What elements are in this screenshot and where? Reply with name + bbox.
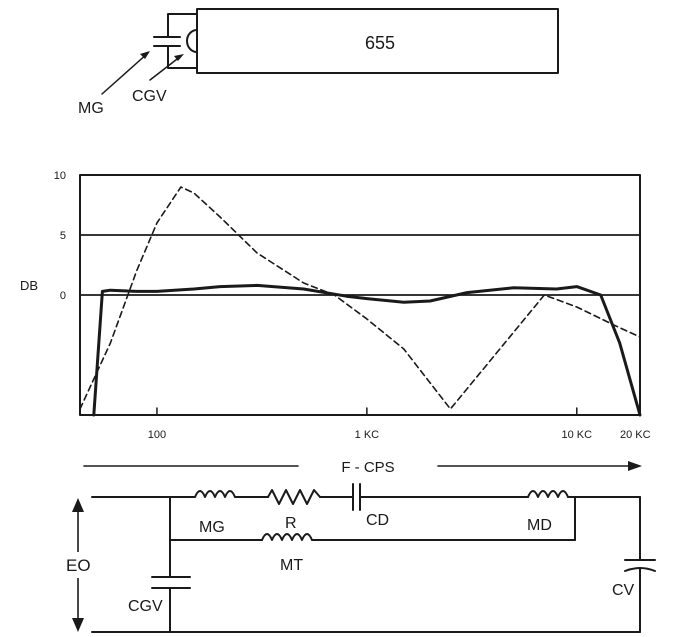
- mg-wire-bottom: [167, 46, 198, 69]
- x-tick-label: 1 KC: [355, 429, 380, 441]
- y-axis-label: DB: [20, 278, 38, 293]
- solid-data-point: [576, 286, 578, 288]
- y-tick-label: 5: [60, 230, 66, 242]
- dashed-data-point: [403, 348, 405, 350]
- solid-data-point: [136, 291, 138, 293]
- cgv-label-top: CGV: [132, 88, 167, 105]
- cgv-arrowhead: [174, 54, 184, 61]
- dashed-data-point: [110, 342, 112, 344]
- mg-inductor: [194, 490, 236, 498]
- mt-label: MT: [280, 557, 303, 574]
- series-layer: [79, 186, 642, 417]
- md-label: MD: [527, 517, 552, 534]
- solid-data-point: [619, 342, 621, 344]
- dashed-data-point: [576, 306, 578, 308]
- top-diagram: 655 MG CGV: [78, 8, 559, 117]
- mg-arrow: [101, 52, 149, 95]
- dashed-data-point: [256, 252, 258, 254]
- solid-data-point: [600, 294, 602, 296]
- cv-label: CV: [612, 582, 635, 599]
- eo-arrowhead-up: [72, 498, 84, 512]
- solid-data-point: [110, 289, 112, 291]
- cd-label: CD: [366, 512, 389, 529]
- solid-data-point: [403, 301, 405, 303]
- eo-label-backing: [62, 552, 96, 578]
- solid-data-point: [219, 286, 221, 288]
- dashed-data-point: [136, 270, 138, 272]
- dashed-data-point: [303, 282, 305, 284]
- series-dashed-line: [79, 186, 641, 410]
- mg-wire-top: [167, 13, 198, 37]
- eo-label: EO: [66, 556, 91, 575]
- mt-inductor: [261, 533, 313, 541]
- cgv-arrow: [149, 55, 182, 81]
- freq-arrowhead: [628, 461, 642, 471]
- dashed-data-point: [334, 294, 336, 296]
- solid-data-point: [513, 287, 515, 289]
- response-chart: DB 10 5 0 100 1 KC 10 KC 20 KC F - CPS: [20, 170, 651, 476]
- y-tick-label: 0: [60, 290, 66, 302]
- equivalent-circuit: MG R CD MD MT EO CGV CV: [62, 483, 656, 633]
- dashed-data-point: [639, 336, 641, 338]
- eo-arrowhead-down: [72, 618, 84, 632]
- solid-data-point: [102, 291, 104, 293]
- series-solid-line: [92, 283, 642, 417]
- dashed-data-point: [450, 408, 452, 410]
- solid-data-point: [366, 298, 368, 300]
- mg-arrowhead: [140, 51, 150, 59]
- speaker-icon: [186, 29, 198, 53]
- x-tick-label: 10 KC: [562, 429, 593, 441]
- dashed-data-point: [544, 294, 546, 296]
- solid-data-point: [156, 291, 158, 293]
- x-tick-label: 20 KC: [620, 429, 651, 441]
- dashed-data-point: [219, 216, 221, 218]
- solid-data-point: [303, 288, 305, 290]
- x-axis-label: F - CPS: [341, 459, 394, 476]
- dashed-data-point: [156, 222, 158, 224]
- dashed-data-point: [79, 408, 81, 410]
- solid-data-point: [466, 292, 468, 294]
- x-tick-labels: 100 1 KC 10 KC 20 KC: [148, 407, 651, 441]
- cabinet-655-box: [196, 8, 559, 74]
- dashed-data-point: [193, 192, 195, 194]
- r-label: R: [285, 515, 297, 532]
- y-tick-labels: 10 5 0: [54, 170, 66, 302]
- dashed-data-point: [613, 324, 615, 326]
- solid-data-point: [346, 295, 348, 297]
- cgv-label-circuit: CGV: [128, 598, 163, 615]
- solid-data-point: [193, 288, 195, 290]
- solid-data-point: [639, 414, 641, 416]
- solid-data-point: [256, 285, 258, 287]
- dashed-data-point: [180, 186, 182, 188]
- solid-data-point: [556, 288, 558, 290]
- cabinet-655-label: 655: [365, 33, 395, 53]
- x-tick-label: 100: [148, 429, 166, 441]
- y-tick-label: 10: [54, 170, 66, 182]
- r-resistor: [267, 489, 321, 505]
- md-inductor: [527, 490, 569, 498]
- dashed-data-point: [366, 318, 368, 320]
- mg-label-top: MG: [78, 100, 104, 117]
- mg-label-circuit: MG: [199, 519, 225, 536]
- solid-data-point: [93, 414, 95, 416]
- solid-data-point: [429, 300, 431, 302]
